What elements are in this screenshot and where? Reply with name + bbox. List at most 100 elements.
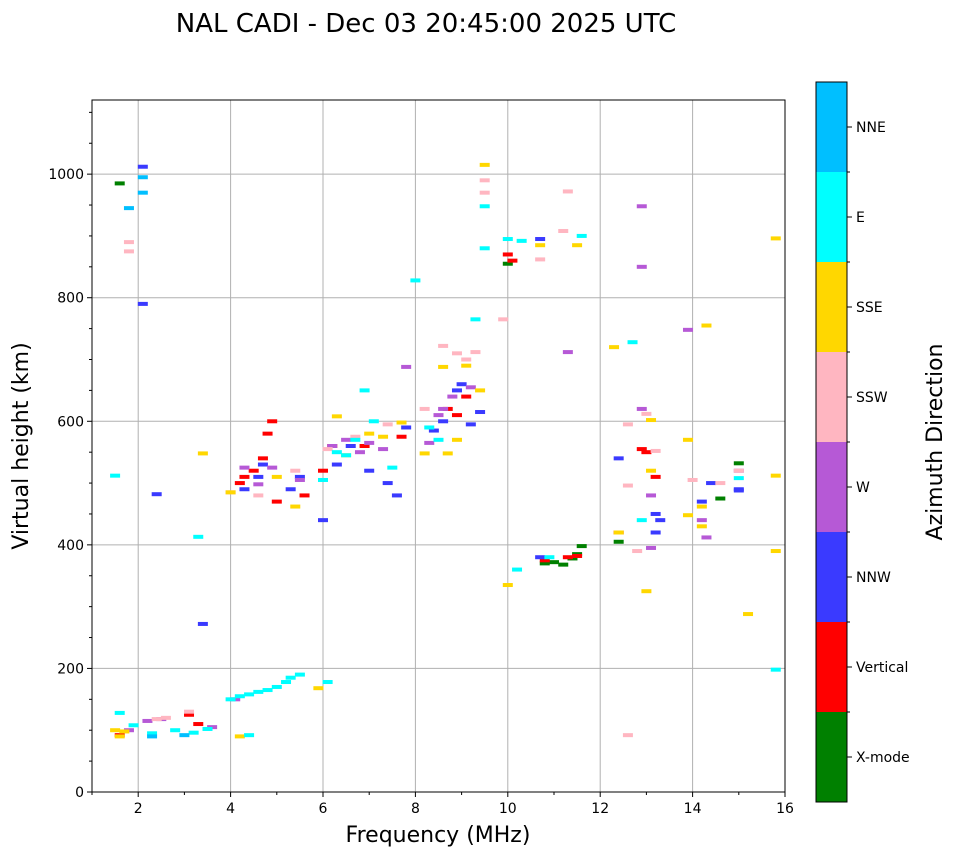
data-point-sse xyxy=(331,414,342,419)
data-point-e xyxy=(271,684,282,689)
data-point-ssw xyxy=(253,493,264,498)
data-point-x-mode xyxy=(558,562,569,567)
data-point-vertical xyxy=(262,431,273,436)
data-point-nnw xyxy=(535,555,546,560)
x-tick-label: 12 xyxy=(591,801,609,817)
data-point-ssw xyxy=(687,477,698,482)
data-point-e xyxy=(285,675,296,680)
data-point-x-mode xyxy=(576,544,587,549)
data-point-e xyxy=(544,555,555,560)
x-tick-label: 8 xyxy=(411,801,420,817)
data-point-w xyxy=(378,447,389,452)
data-point-nne xyxy=(179,733,190,738)
data-point-w xyxy=(364,440,375,445)
data-point-e xyxy=(350,437,361,442)
data-point-ssw xyxy=(632,549,643,554)
data-point-vertical xyxy=(299,493,310,498)
data-point-vertical xyxy=(562,555,573,560)
data-point-nnw xyxy=(197,621,208,626)
data-point-nnw xyxy=(655,518,666,523)
data-point-ssw xyxy=(535,257,546,262)
data-point-vertical xyxy=(641,450,652,455)
data-point-vertical xyxy=(650,474,661,479)
data-point-e xyxy=(244,733,255,738)
data-point-e xyxy=(770,667,781,672)
colorbar-segment xyxy=(816,82,847,172)
data-point-nnw xyxy=(345,444,356,448)
data-point-sse xyxy=(770,236,781,241)
data-point-ssw xyxy=(622,483,633,488)
data-point-ssw xyxy=(479,190,490,195)
data-point-sse xyxy=(535,243,546,248)
data-point-e xyxy=(636,518,647,523)
data-point-w xyxy=(267,465,278,470)
data-point-w xyxy=(447,394,458,399)
data-point-sse xyxy=(770,473,781,478)
data-point-nne xyxy=(137,175,148,180)
data-point-w xyxy=(636,264,647,269)
data-point-sse xyxy=(119,729,130,734)
data-point-e xyxy=(253,689,264,694)
data-point-nnw xyxy=(239,487,250,492)
data-point-ssw xyxy=(290,468,301,473)
data-point-vertical xyxy=(193,722,204,727)
data-point-nnw xyxy=(465,422,476,427)
data-point-sse xyxy=(696,504,707,509)
data-point-vertical xyxy=(507,258,518,263)
data-point-ssw xyxy=(123,249,134,254)
data-point-e xyxy=(627,340,638,345)
data-point-vertical xyxy=(359,444,370,448)
data-point-vertical xyxy=(396,434,407,439)
data-point-ssw xyxy=(479,178,490,183)
y-tick-label: 0 xyxy=(75,785,84,801)
colorbar-tick-label: SSE xyxy=(856,300,883,316)
colorbar-segment xyxy=(816,262,847,352)
data-point-w xyxy=(341,437,352,442)
data-point-nnw xyxy=(253,474,264,479)
data-point-w xyxy=(253,482,264,487)
data-point-e xyxy=(387,465,398,470)
data-point-e xyxy=(225,697,236,702)
data-point-x-mode xyxy=(715,496,726,501)
data-point-w xyxy=(294,477,305,482)
plot-area-frame xyxy=(91,99,786,793)
data-point-nnw xyxy=(451,388,462,393)
data-point-nne xyxy=(147,734,158,739)
data-point-sse xyxy=(682,513,693,518)
data-point-nnw xyxy=(613,456,624,461)
data-point-e xyxy=(114,710,125,715)
data-point-w xyxy=(682,327,693,332)
colorbar-segment xyxy=(816,352,847,442)
data-point-w xyxy=(327,444,338,448)
data-point-e xyxy=(479,246,490,251)
data-point-sse xyxy=(313,686,324,691)
data-point-sse xyxy=(701,323,712,328)
data-point-ssw xyxy=(184,709,195,714)
data-point-e xyxy=(470,317,481,322)
data-point-e xyxy=(193,534,204,539)
data-point-sse xyxy=(475,388,486,393)
data-point-sse xyxy=(682,437,693,442)
data-point-e xyxy=(318,477,328,482)
data-point-nne xyxy=(137,190,148,195)
data-point-nnw xyxy=(401,425,412,430)
data-point-w xyxy=(142,718,153,723)
data-point-nnw xyxy=(438,419,449,424)
data-point-e xyxy=(202,726,213,731)
data-point-e xyxy=(410,278,421,283)
data-point-e xyxy=(170,728,181,733)
data-point-ssw xyxy=(622,422,633,427)
x-tick-label: 4 xyxy=(226,801,235,817)
data-point-e xyxy=(188,730,199,735)
data-point-e xyxy=(244,692,255,697)
data-point-e xyxy=(331,450,342,455)
x-tick-label: 6 xyxy=(319,801,328,817)
data-point-x-mode xyxy=(733,461,744,466)
data-point-e xyxy=(128,723,139,728)
data-point-e xyxy=(294,672,305,677)
data-point-e xyxy=(147,731,158,736)
data-point-nnw xyxy=(475,410,486,415)
data-point-e xyxy=(234,694,245,699)
data-point-w xyxy=(465,385,476,390)
data-point-ssw xyxy=(382,422,393,427)
